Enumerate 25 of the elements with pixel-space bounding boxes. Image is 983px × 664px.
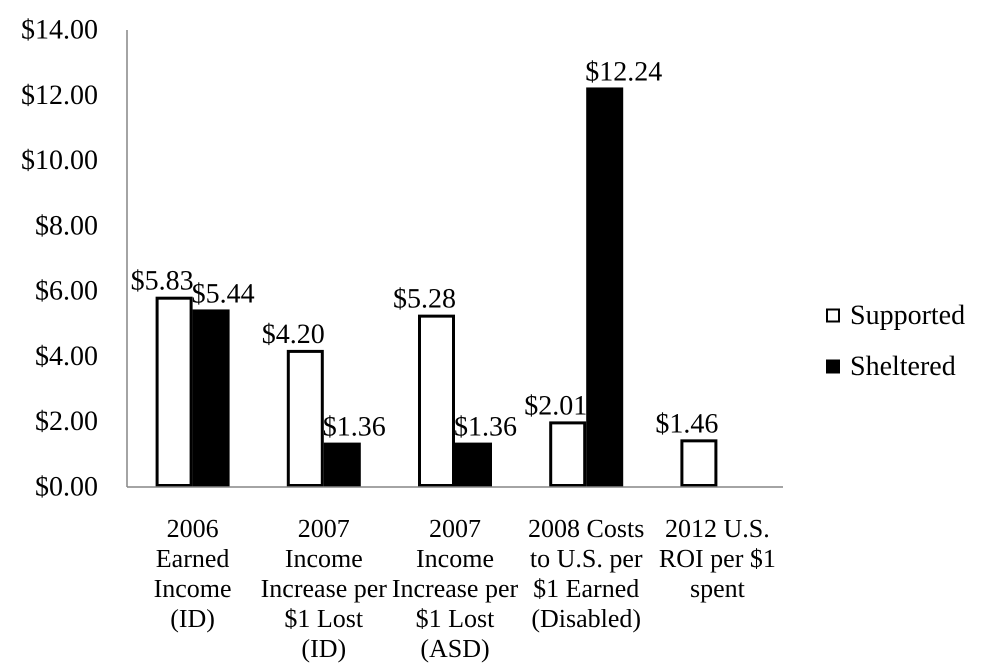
x-tick-label: 2007 Income Increase per $1 Lost (ID) — [260, 514, 388, 663]
data-label: $5.28 — [393, 284, 456, 315]
x-tick-label: 2007 Income Increase per $1 Lost (ASD) — [392, 514, 518, 663]
data-label: $2.01 — [524, 390, 588, 422]
y-tick-label: $2.00 — [35, 406, 98, 438]
data-label: $4.20 — [262, 318, 325, 350]
legend-label: Supported — [850, 300, 966, 331]
data-label: $1.36 — [322, 412, 386, 443]
y-tick-label: $6.00 — [35, 276, 98, 307]
y-tick-label: $12.00 — [21, 80, 98, 111]
x-tick-label: 2008 Costs to U.S. per $1 Earned (Disabled) — [528, 514, 644, 633]
data-label: $12.24 — [585, 56, 662, 88]
data-label: $5.44 — [192, 278, 255, 310]
x-tick-label: 2006 Earned Income (ID) — [154, 514, 232, 633]
y-tick-label: $4.00 — [35, 340, 98, 372]
y-tick-label: $14.00 — [21, 14, 98, 46]
y-tick-label: $10.00 — [21, 145, 98, 176]
y-tick-label: $0.00 — [35, 472, 98, 502]
bar — [680, 439, 718, 487]
data-label: $1.36 — [454, 412, 517, 443]
legend-label: Sheltered — [850, 351, 956, 382]
data-label: $1.46 — [655, 408, 718, 440]
data-label: $5.83 — [130, 266, 194, 297]
x-tick-label: 2012 U.S. ROI per $1 spent — [658, 514, 776, 603]
y-tick-label: $8.00 — [35, 210, 98, 242]
